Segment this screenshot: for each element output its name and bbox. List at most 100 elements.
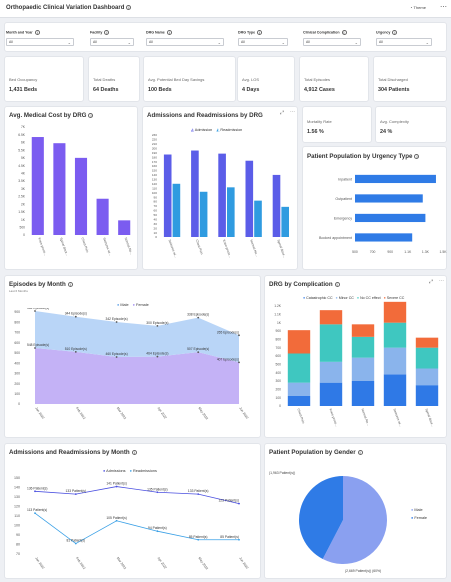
complication-segment[interactable] <box>351 381 375 406</box>
complication-segment[interactable] <box>383 374 407 406</box>
data-point[interactable] <box>156 325 159 327</box>
info-icon[interactable]: i <box>88 112 94 118</box>
readmission-bar[interactable] <box>254 200 262 237</box>
data-point[interactable] <box>238 502 240 505</box>
urgency-bar[interactable] <box>355 233 413 242</box>
admission-bar[interactable] <box>245 160 254 237</box>
data-point[interactable] <box>115 485 118 488</box>
cost-bar[interactable] <box>74 157 88 235</box>
category-label: Seizures wi... <box>392 408 402 427</box>
info-icon[interactable]: i <box>104 30 110 35</box>
info-icon[interactable]: i <box>34 30 40 35</box>
data-point[interactable] <box>156 530 159 533</box>
complication-segment[interactable] <box>319 324 343 362</box>
admission-bar[interactable] <box>218 153 226 237</box>
episodes-chart-svg: 0 100 200 300 400 500 600 700 800 900 362 Episode(… <box>14 308 249 421</box>
data-point[interactable] <box>115 321 118 323</box>
info-icon[interactable]: i <box>341 30 347 35</box>
data-point[interactable] <box>74 315 77 318</box>
tick-label: 900 <box>387 250 393 254</box>
data-point[interactable] <box>197 351 200 354</box>
data-point[interactable] <box>156 355 159 358</box>
data-point[interactable] <box>74 542 77 545</box>
more-options-icon[interactable]: ⋯ <box>290 109 295 115</box>
filter-select[interactable]: All ⌄ <box>376 38 432 46</box>
data-point[interactable] <box>197 316 200 319</box>
readmission-bar[interactable] <box>281 206 290 237</box>
info-icon[interactable]: i <box>131 449 137 455</box>
urgency-bar[interactable] <box>355 194 423 203</box>
complication-segment[interactable] <box>351 357 375 381</box>
data-point[interactable] <box>238 334 240 337</box>
data-point[interactable] <box>238 361 240 364</box>
data-point[interactable] <box>74 350 77 353</box>
cost-bar[interactable] <box>118 220 131 235</box>
complication-segment[interactable] <box>383 347 407 375</box>
complication-chart-title: DRG by Complication i <box>269 281 340 288</box>
cost-bar[interactable] <box>53 143 66 235</box>
data-point[interactable] <box>238 538 240 541</box>
cost-bar[interactable] <box>96 198 109 235</box>
complication-segment[interactable] <box>415 337 439 348</box>
admissions-line[interactable] <box>34 486 240 505</box>
filter-select[interactable]: All ⌄ <box>90 38 134 46</box>
complication-segment[interactable] <box>415 347 439 369</box>
data-point[interactable] <box>115 519 118 522</box>
kpi-value: 24 % <box>380 129 393 135</box>
filter-select[interactable]: All ⌄ <box>6 38 74 46</box>
expand-icon[interactable]: ⤢ <box>280 110 285 116</box>
info-icon[interactable]: i <box>357 449 363 455</box>
data-point[interactable] <box>197 493 200 496</box>
complication-segment[interactable] <box>319 382 343 406</box>
data-point[interactable] <box>156 491 159 494</box>
readmissions-line[interactable] <box>34 512 239 545</box>
data-point[interactable] <box>34 310 36 312</box>
admission-bar[interactable] <box>191 150 199 237</box>
data-point[interactable] <box>115 356 118 358</box>
urgency-bar[interactable] <box>355 174 436 184</box>
more-options-icon[interactable]: ⋯ <box>439 278 444 284</box>
info-icon[interactable]: i <box>392 30 398 35</box>
info-icon[interactable]: i <box>334 281 340 287</box>
readmission-bar[interactable] <box>199 191 208 237</box>
complication-segment[interactable] <box>415 385 439 406</box>
complication-segment[interactable] <box>383 301 407 323</box>
urgency-bar[interactable] <box>355 213 426 223</box>
more-options-icon[interactable]: ⋯ <box>440 4 447 11</box>
readmission-bar[interactable] <box>172 183 181 237</box>
filter-select[interactable]: All ⌄ <box>303 38 361 46</box>
male-slice[interactable] <box>322 476 387 564</box>
data-label: 342 Episode(s) <box>106 317 128 321</box>
admission-bar[interactable] <box>163 154 172 237</box>
filter-select[interactable]: All ⌄ <box>238 38 288 46</box>
theme-button[interactable]: ◔ Theme <box>410 5 426 10</box>
info-icon[interactable]: i <box>67 281 73 287</box>
complication-segment[interactable] <box>415 368 439 386</box>
data-point[interactable] <box>34 512 36 515</box>
cost-bar[interactable] <box>31 137 44 235</box>
complication-segment[interactable] <box>287 396 311 406</box>
readmission-bar[interactable] <box>227 187 235 237</box>
complication-segment[interactable] <box>287 353 311 383</box>
info-icon[interactable]: i <box>257 30 263 35</box>
complication-segment[interactable] <box>319 310 343 325</box>
female-slice[interactable] <box>299 476 343 560</box>
admission-bar[interactable] <box>272 174 281 237</box>
filter-select[interactable]: All ⌄ <box>146 38 224 46</box>
complication-segment[interactable] <box>351 336 375 358</box>
data-point[interactable] <box>197 538 200 541</box>
complication-segment[interactable] <box>351 324 375 337</box>
data-point[interactable] <box>74 493 77 496</box>
female-area[interactable] <box>35 347 239 404</box>
complication-segment[interactable] <box>383 322 407 348</box>
data-point[interactable] <box>34 347 36 349</box>
data-point[interactable] <box>34 490 36 493</box>
expand-icon[interactable]: ⤢ <box>429 279 434 285</box>
info-icon[interactable]: i <box>414 153 420 159</box>
complication-segment[interactable] <box>319 361 343 383</box>
complication-segment[interactable] <box>287 382 311 396</box>
info-icon[interactable]: i <box>166 30 172 35</box>
complication-segment[interactable] <box>287 330 311 354</box>
info-icon[interactable]: i <box>126 5 132 10</box>
male-area[interactable] <box>35 310 239 363</box>
